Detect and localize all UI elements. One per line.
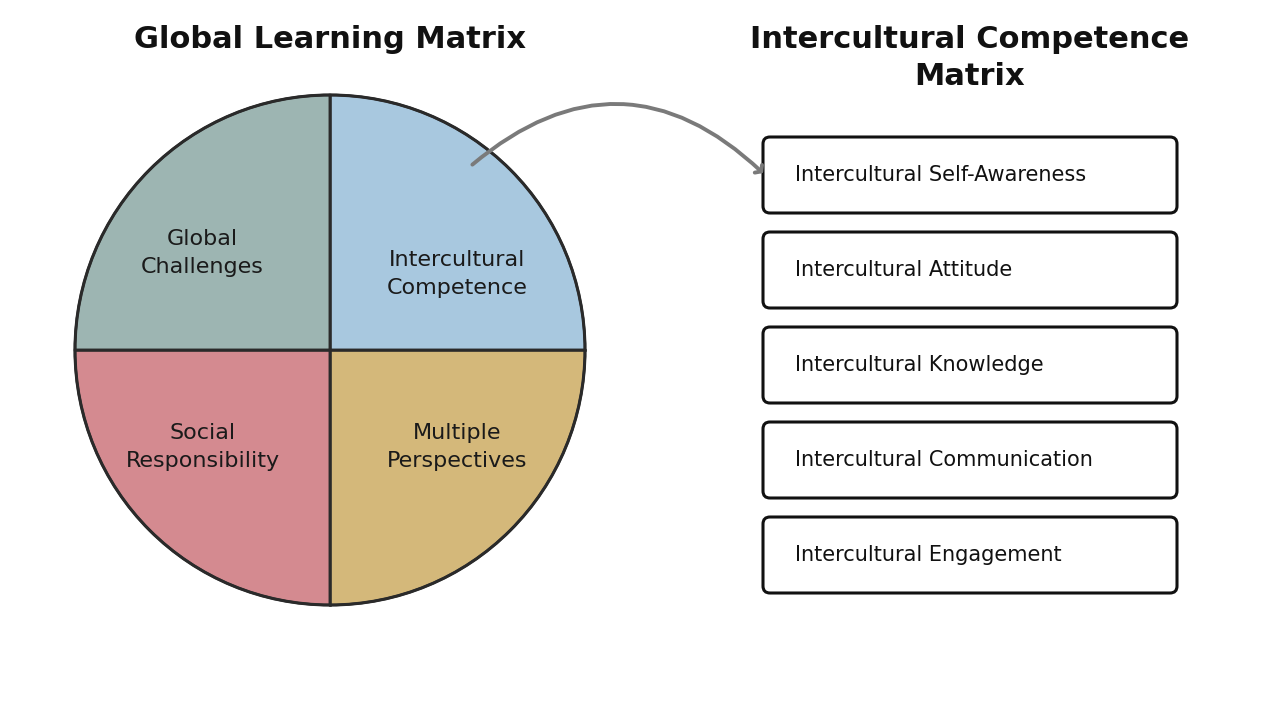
FancyBboxPatch shape (763, 517, 1178, 593)
FancyBboxPatch shape (763, 232, 1178, 308)
Text: Intercultural Knowledge: Intercultural Knowledge (795, 355, 1043, 375)
Text: Global Learning Matrix: Global Learning Matrix (134, 25, 526, 54)
Text: Intercultural Communication: Intercultural Communication (795, 450, 1093, 470)
Text: Intercultural Self-Awareness: Intercultural Self-Awareness (795, 165, 1087, 185)
FancyBboxPatch shape (763, 327, 1178, 403)
Text: Global
Challenges: Global Challenges (141, 229, 264, 277)
Wedge shape (76, 95, 330, 350)
Wedge shape (330, 95, 585, 350)
FancyBboxPatch shape (763, 137, 1178, 213)
Text: Intercultural Competence
Matrix: Intercultural Competence Matrix (750, 25, 1189, 91)
Text: Intercultural Attitude: Intercultural Attitude (795, 260, 1012, 280)
Wedge shape (76, 350, 330, 605)
Text: Social
Responsibility: Social Responsibility (125, 423, 279, 471)
FancyBboxPatch shape (763, 422, 1178, 498)
Text: Multiple
Perspectives: Multiple Perspectives (388, 423, 527, 471)
Wedge shape (330, 350, 585, 605)
Text: Intercultural Engagement: Intercultural Engagement (795, 545, 1061, 565)
Text: Intercultural
Competence: Intercultural Competence (387, 250, 527, 297)
